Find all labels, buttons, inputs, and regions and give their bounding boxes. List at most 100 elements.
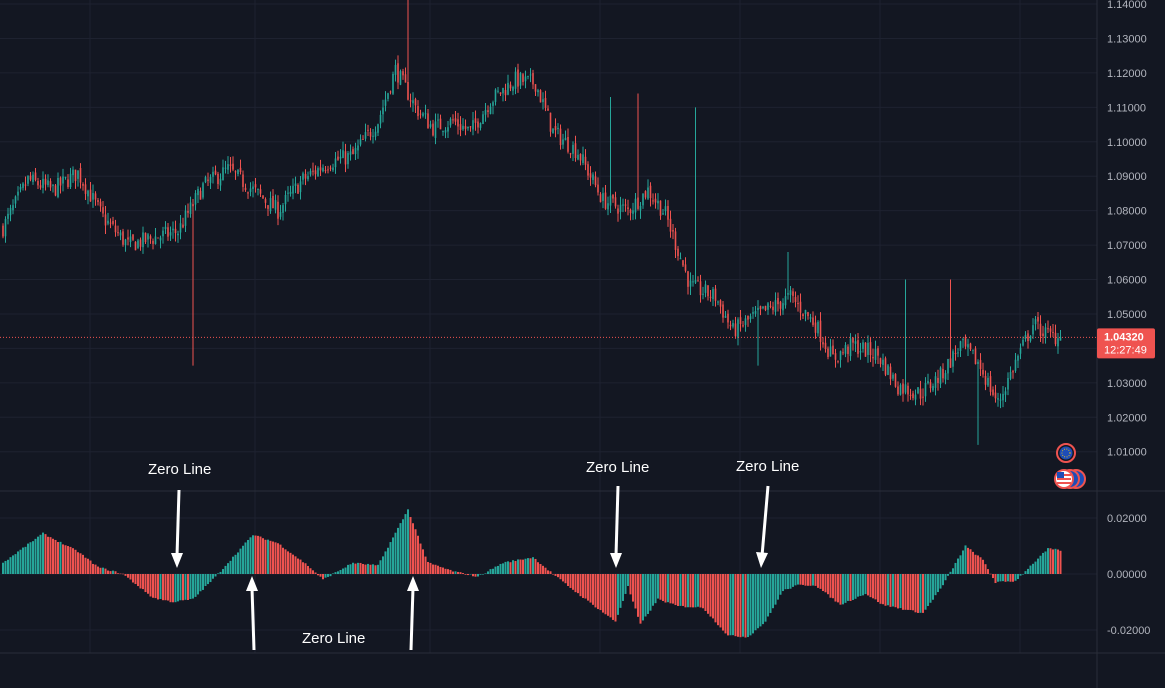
histogram-bar bbox=[357, 562, 359, 574]
candle-body bbox=[12, 205, 14, 211]
histogram-bar bbox=[372, 564, 374, 574]
candle-body bbox=[929, 382, 932, 389]
last-price-tag[interactable] bbox=[1097, 328, 1155, 359]
candle-body bbox=[37, 181, 39, 186]
candle-body bbox=[724, 315, 727, 318]
candle-body bbox=[479, 123, 482, 128]
candle bbox=[212, 166, 214, 184]
histogram-bar bbox=[642, 574, 644, 621]
candle-body bbox=[1027, 333, 1029, 342]
candle bbox=[107, 212, 109, 226]
candle-body bbox=[834, 353, 837, 360]
event-badges[interactable] bbox=[1054, 443, 1086, 489]
candle-body bbox=[4, 219, 7, 237]
histogram-bar bbox=[884, 574, 887, 606]
histogram-bar bbox=[484, 573, 487, 574]
histogram-bar bbox=[479, 574, 482, 575]
candle-body bbox=[222, 167, 224, 181]
histogram-bar bbox=[167, 574, 169, 601]
candle-body bbox=[854, 341, 857, 344]
candle-body bbox=[72, 169, 74, 176]
candle bbox=[217, 171, 219, 190]
histogram-bar bbox=[364, 564, 367, 574]
histogram-bar bbox=[247, 539, 249, 574]
histogram-bar bbox=[94, 564, 97, 574]
candle-body bbox=[192, 204, 194, 207]
candle-body bbox=[667, 205, 669, 220]
candle-body bbox=[577, 154, 579, 160]
us-flag-icon[interactable] bbox=[1054, 469, 1086, 489]
candle-body bbox=[629, 209, 632, 214]
candle-body bbox=[627, 207, 629, 210]
candle bbox=[164, 221, 167, 235]
candle bbox=[142, 226, 144, 254]
candle bbox=[487, 105, 489, 118]
candle-body bbox=[734, 323, 737, 337]
candle-body bbox=[904, 384, 907, 393]
candle-body bbox=[229, 164, 232, 166]
candle bbox=[167, 222, 169, 241]
candle-body bbox=[317, 168, 319, 176]
histogram-bar bbox=[517, 559, 519, 574]
candle-body bbox=[27, 175, 29, 184]
candle bbox=[522, 72, 524, 86]
histogram-bar bbox=[19, 549, 22, 574]
histogram-bar bbox=[229, 560, 232, 574]
candle-body bbox=[879, 358, 882, 364]
histogram-bar bbox=[567, 574, 569, 587]
histogram-bar bbox=[1052, 549, 1054, 574]
candle bbox=[997, 392, 999, 407]
candle bbox=[632, 202, 634, 220]
candle bbox=[1027, 330, 1029, 349]
candle-body bbox=[337, 156, 339, 160]
candle-body bbox=[697, 280, 699, 282]
candle bbox=[387, 92, 389, 102]
candle-body bbox=[694, 280, 697, 283]
candle bbox=[304, 169, 307, 186]
histogram-bar bbox=[659, 574, 662, 600]
histogram-bar bbox=[324, 574, 327, 578]
candle-body bbox=[332, 167, 334, 171]
candle-body bbox=[842, 352, 844, 354]
candle bbox=[172, 221, 174, 239]
candle-body bbox=[729, 324, 732, 327]
histogram-bar bbox=[647, 574, 649, 614]
candle-body bbox=[147, 234, 149, 240]
candle bbox=[679, 252, 682, 260]
candle-body bbox=[49, 181, 52, 188]
candle bbox=[384, 91, 387, 112]
annotation-1-arrowhead bbox=[171, 553, 183, 568]
candle bbox=[667, 200, 669, 227]
candle bbox=[1042, 325, 1044, 344]
candle-body bbox=[232, 163, 234, 170]
histogram-bar bbox=[972, 551, 974, 574]
histogram-bar bbox=[954, 562, 957, 574]
candle bbox=[12, 199, 14, 215]
candle bbox=[329, 165, 332, 172]
histogram-bar bbox=[552, 574, 554, 575]
histogram-bar bbox=[649, 574, 652, 611]
candle bbox=[367, 124, 369, 137]
histogram-bar bbox=[557, 574, 559, 578]
candle-body bbox=[942, 368, 944, 379]
candle bbox=[949, 279, 952, 368]
eu-flag-icon[interactable] bbox=[1056, 443, 1076, 463]
candle bbox=[322, 164, 324, 173]
candle bbox=[197, 186, 199, 204]
candle bbox=[697, 276, 699, 282]
candle-body bbox=[584, 156, 587, 165]
histogram-bar bbox=[187, 574, 189, 601]
histogram-bar bbox=[107, 570, 109, 574]
histogram-bar bbox=[1007, 574, 1009, 582]
histogram-bar bbox=[259, 536, 262, 574]
candle bbox=[57, 172, 59, 199]
histogram-bar bbox=[587, 574, 589, 601]
candle-body bbox=[432, 123, 434, 136]
histogram-bar bbox=[742, 574, 744, 637]
histogram-bar bbox=[1037, 558, 1039, 574]
histogram-bar bbox=[369, 564, 372, 574]
histogram-bar bbox=[429, 562, 432, 574]
candle-body bbox=[997, 398, 999, 400]
candle bbox=[62, 168, 64, 192]
candle bbox=[832, 339, 834, 355]
